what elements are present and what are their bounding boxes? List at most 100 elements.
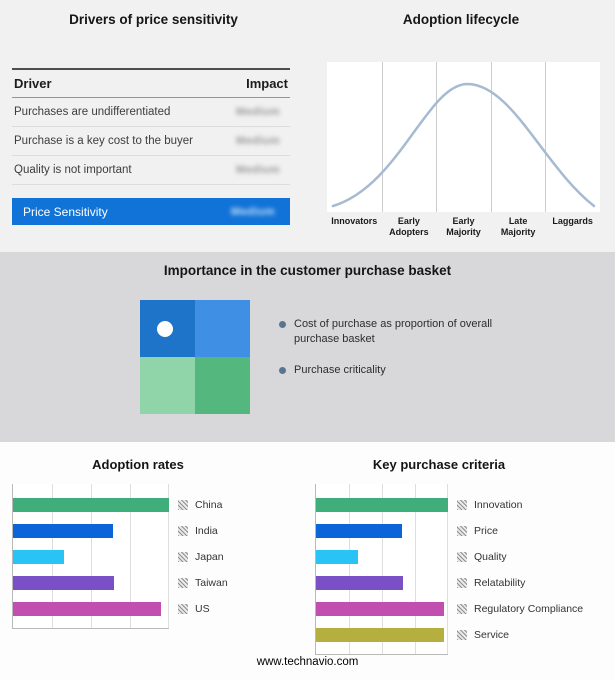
impact-cell-blurred: Medium — [236, 106, 280, 118]
adoption-lifecycle-chart — [327, 62, 600, 212]
legend-item: Innovation — [457, 492, 583, 518]
legend-item: Taiwan — [178, 570, 228, 596]
bar-regulatory-compliance — [316, 602, 445, 616]
quadrant-top-right — [195, 300, 250, 357]
position-marker-dot — [157, 321, 173, 337]
legend-item: India — [178, 518, 228, 544]
driver-column-header: Driver — [14, 76, 52, 91]
bell-curve — [331, 82, 596, 208]
bar-innovation — [316, 498, 448, 512]
legend-item: Cost of purchase as proportion of overal… — [279, 317, 499, 346]
impact-column-header: Impact — [246, 76, 288, 91]
legend-item: Quality — [457, 544, 583, 570]
bar-taiwan — [13, 576, 115, 590]
gridline — [349, 484, 350, 654]
hatch-swatch-icon — [178, 578, 188, 588]
legend-item: Regulatory Compliance — [457, 596, 583, 622]
driver-cell: Purchases are undifferentiated — [14, 106, 171, 118]
legend-label: Japan — [195, 551, 224, 563]
legend-label: Cost of purchase as proportion of overal… — [294, 318, 493, 345]
price-sensitivity-impact-blurred: Medium — [231, 205, 275, 218]
legend-item: US — [178, 596, 228, 622]
hatch-swatch-icon — [178, 604, 188, 614]
gridline — [168, 484, 169, 628]
bar-price — [316, 524, 402, 538]
lifecycle-panel-title: Adoption lifecycle — [402, 12, 520, 27]
bar-service — [316, 628, 445, 642]
stage-label-innovators: Innovators — [331, 216, 378, 226]
gridline — [91, 484, 92, 628]
driver-table-row: Purchase is a key cost to the buyer Mediu… — [12, 127, 290, 156]
basket-legend: Cost of purchase as proportion of overal… — [279, 317, 499, 395]
legend-label: Purchase criticality — [294, 364, 386, 377]
bullet-icon — [279, 321, 286, 328]
bar-row — [13, 596, 169, 622]
stage-divider-line — [545, 62, 547, 212]
hatch-swatch-icon — [457, 500, 467, 510]
legend-item: Service — [457, 622, 583, 648]
driver-cell: Quality is not important — [14, 164, 132, 176]
lifecycle-stage-labels: Innovators Early Adopters Early Majority… — [327, 216, 600, 238]
legend-label: Quality — [474, 551, 507, 563]
legend-label: Regulatory Compliance — [474, 603, 584, 615]
quadrant-bottom-right — [195, 357, 250, 414]
adoption-rates-bars — [13, 492, 169, 622]
legend-item: Purchase criticality — [279, 363, 499, 378]
key-purchase-criteria-bars — [316, 492, 448, 648]
gridline — [382, 484, 383, 654]
price-sensitivity-label: Price Sensitivity — [23, 204, 108, 219]
bar-quality — [316, 550, 359, 564]
hatch-swatch-icon — [457, 630, 467, 640]
stage-divider-line — [381, 62, 383, 212]
bar-row — [316, 596, 448, 622]
stage-label-laggards: Laggards — [552, 216, 593, 226]
drivers-table-body: Purchases are undifferentiated Medium Purc… — [12, 98, 290, 185]
hatch-swatch-icon — [457, 552, 467, 562]
legend-label: Relatability — [474, 577, 526, 589]
key-purchase-criteria-chart: Innovation Price Quality Relatability Regula… — [315, 484, 583, 655]
driver-table-row: Purchases are undifferentiated Medium — [12, 98, 290, 127]
purchase-basket-quadrant — [140, 300, 250, 414]
hatch-swatch-icon — [457, 526, 467, 536]
price-sensitivity-row: Price Sensitivity Medium — [12, 198, 290, 225]
hatch-swatch-icon — [178, 526, 188, 536]
legend-label: US — [195, 603, 210, 615]
key-purchase-criteria-plot — [315, 484, 448, 655]
adoption-rates-legend: China India Japan Taiwan US — [178, 484, 228, 622]
legend-item: China — [178, 492, 228, 518]
legend-label: Innovation — [474, 499, 523, 511]
bar-row — [316, 570, 448, 596]
hatch-swatch-icon — [457, 578, 467, 588]
bar-row — [316, 518, 448, 544]
adoption-rates-title: Adoption rates — [92, 457, 184, 472]
website-url: www.technavio.com — [256, 656, 359, 668]
bar-row — [13, 570, 169, 596]
driver-cell: Purchase is a key cost to the buyer — [14, 135, 193, 147]
legend-label: Service — [474, 629, 510, 641]
middle-band — [0, 252, 615, 442]
legend-label: India — [195, 525, 218, 537]
bar-us — [13, 602, 162, 616]
hatch-swatch-icon — [457, 604, 467, 614]
bar-row — [13, 544, 169, 570]
driver-table-row: Quality is not important Medium — [12, 156, 290, 185]
key-purchase-criteria-legend: Innovation Price Quality Relatability Regula… — [457, 484, 583, 648]
stage-label-late-majority: Late Majority — [500, 216, 536, 237]
bar-row — [13, 492, 169, 518]
bar-japan — [13, 550, 65, 564]
stage-divider-line — [490, 62, 492, 212]
legend-label: China — [195, 499, 223, 511]
quadrant-bottom-left — [140, 357, 195, 414]
adoption-rates-plot — [12, 484, 169, 629]
drivers-table: Driver Impact Purchases are undifferenti… — [12, 68, 290, 225]
legend-item: Price — [457, 518, 583, 544]
bar-india — [13, 524, 113, 538]
bar-row — [13, 518, 169, 544]
impact-cell-blurred: Medium — [236, 164, 280, 176]
bar-row — [316, 544, 448, 570]
stage-label-early-adopters: Early Adopters — [389, 216, 429, 237]
bar-relatability — [316, 576, 404, 590]
impact-cell-blurred: Medium — [236, 135, 280, 147]
bar-china — [13, 498, 169, 512]
